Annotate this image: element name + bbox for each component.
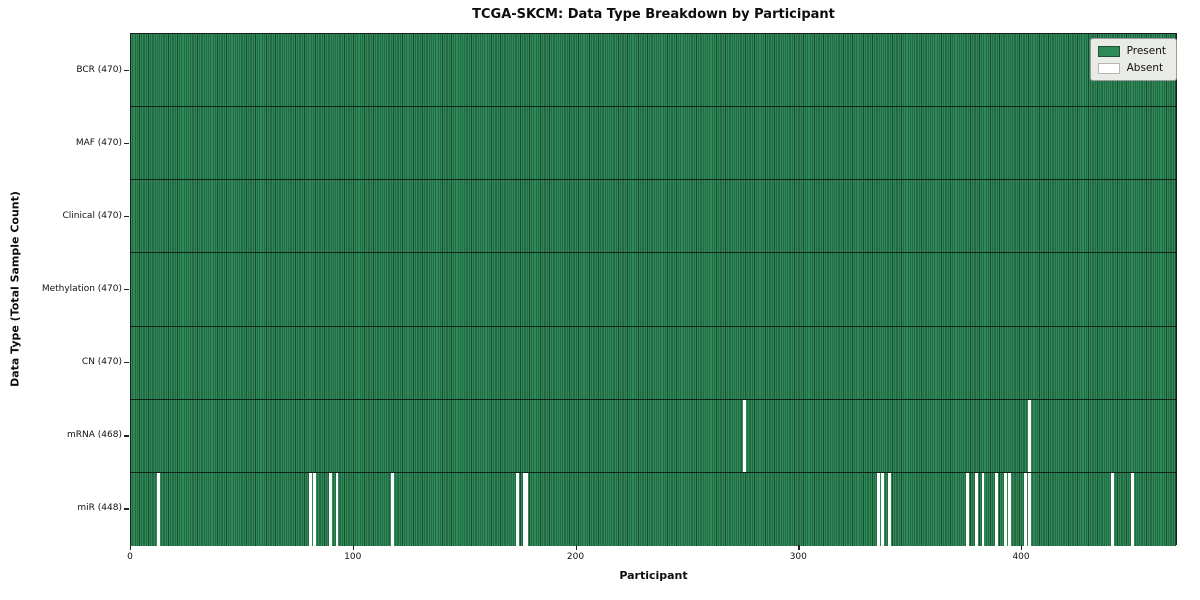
legend-swatch-present — [1097, 45, 1120, 57]
absent-marker — [308, 472, 312, 546]
y-tick-mark — [124, 435, 129, 437]
absent-marker — [1008, 472, 1012, 546]
legend-label: Absent — [1126, 62, 1164, 74]
y-tick-label: BCR (470) — [76, 64, 122, 75]
absent-marker — [1110, 472, 1114, 546]
y-tick-label: Clinical (470) — [62, 210, 122, 221]
absent-marker — [525, 472, 528, 546]
absent-marker — [966, 472, 969, 546]
absent-marker — [328, 472, 332, 546]
absent-marker — [335, 472, 339, 546]
absent-marker — [1003, 472, 1007, 546]
absent-marker — [1023, 472, 1027, 546]
x-axis-label: Participant — [619, 569, 688, 582]
legend: Present Absent — [1089, 38, 1177, 81]
heatmap-row-clinical — [131, 180, 1176, 254]
x-tick-mark — [1021, 545, 1023, 550]
heatmap-row-mrna — [131, 399, 1176, 473]
absent-marker — [1028, 472, 1032, 546]
x-tick-label: 300 — [789, 552, 807, 562]
x-tick-label: 200 — [566, 552, 585, 562]
absent-marker — [313, 472, 317, 546]
absent-marker — [743, 399, 747, 472]
plot-area — [130, 33, 1177, 546]
legend-swatch-absent — [1097, 62, 1120, 74]
heatmap-row-cn — [131, 326, 1176, 400]
x-tick-label: 0 — [127, 552, 133, 562]
absent-marker — [888, 472, 891, 546]
y-tick-label: mRNA (468) — [67, 430, 122, 441]
heatmap-row-mir — [131, 472, 1176, 546]
y-tick-label: MAF (470) — [75, 137, 122, 148]
absent-marker — [1130, 472, 1134, 546]
legend-item-absent: Absent — [1097, 62, 1166, 74]
x-tick-mark — [798, 545, 800, 550]
y-tick-mark — [124, 215, 129, 218]
y-tick-mark — [124, 69, 129, 71]
y-tick-mark — [124, 289, 129, 291]
absent-marker — [881, 472, 885, 546]
x-tick-mark — [575, 545, 577, 550]
absent-marker — [522, 472, 526, 546]
y-tick-label: Methylation (470) — [41, 284, 122, 294]
y-tick-mark — [124, 508, 129, 510]
heatmap-row-maf — [131, 107, 1176, 181]
absent-marker — [391, 472, 395, 546]
y-tick-mark — [124, 142, 129, 144]
legend-label: Present — [1126, 45, 1166, 57]
absent-marker — [157, 472, 161, 546]
absent-marker — [1028, 399, 1032, 472]
absent-marker — [516, 472, 519, 546]
absent-marker — [995, 472, 998, 546]
absent-marker — [876, 472, 880, 546]
chart-title: TCGA-SKCM: Data Type Breakdown by Partic… — [472, 7, 835, 22]
y-tick-label: CN (470) — [81, 357, 122, 368]
x-tick-mark — [130, 545, 132, 550]
x-tick-label: 400 — [1012, 552, 1030, 562]
y-tick-label: miR (448) — [77, 503, 122, 514]
absent-marker — [974, 472, 978, 546]
absent-marker — [981, 472, 985, 546]
heatmap-row-methylation — [131, 253, 1176, 327]
x-tick-label: 100 — [344, 552, 362, 562]
x-tick-mark — [352, 545, 355, 550]
y-tick-mark — [124, 362, 129, 364]
heatmap-row-bcr — [131, 34, 1176, 108]
legend-item-present: Present — [1097, 45, 1166, 57]
